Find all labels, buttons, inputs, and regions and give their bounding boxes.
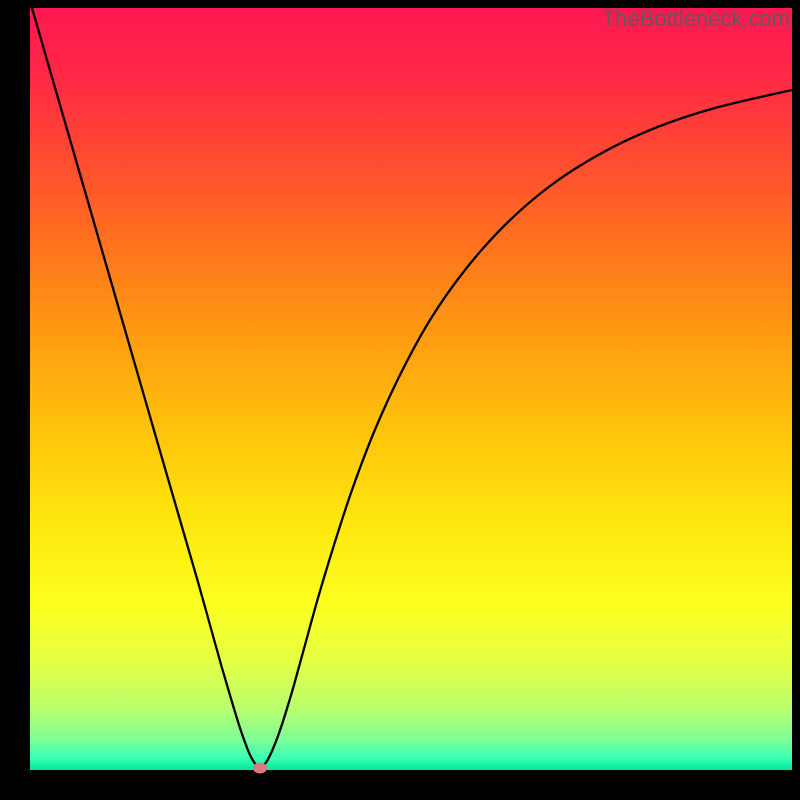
minimum-marker	[253, 763, 267, 774]
curve-layer	[30, 8, 792, 770]
bottleneck-curve	[32, 8, 792, 768]
watermark-text: TheBottleneck.com	[602, 6, 790, 32]
plot-area	[30, 8, 792, 770]
chart-container: TheBottleneck.com	[0, 0, 800, 800]
